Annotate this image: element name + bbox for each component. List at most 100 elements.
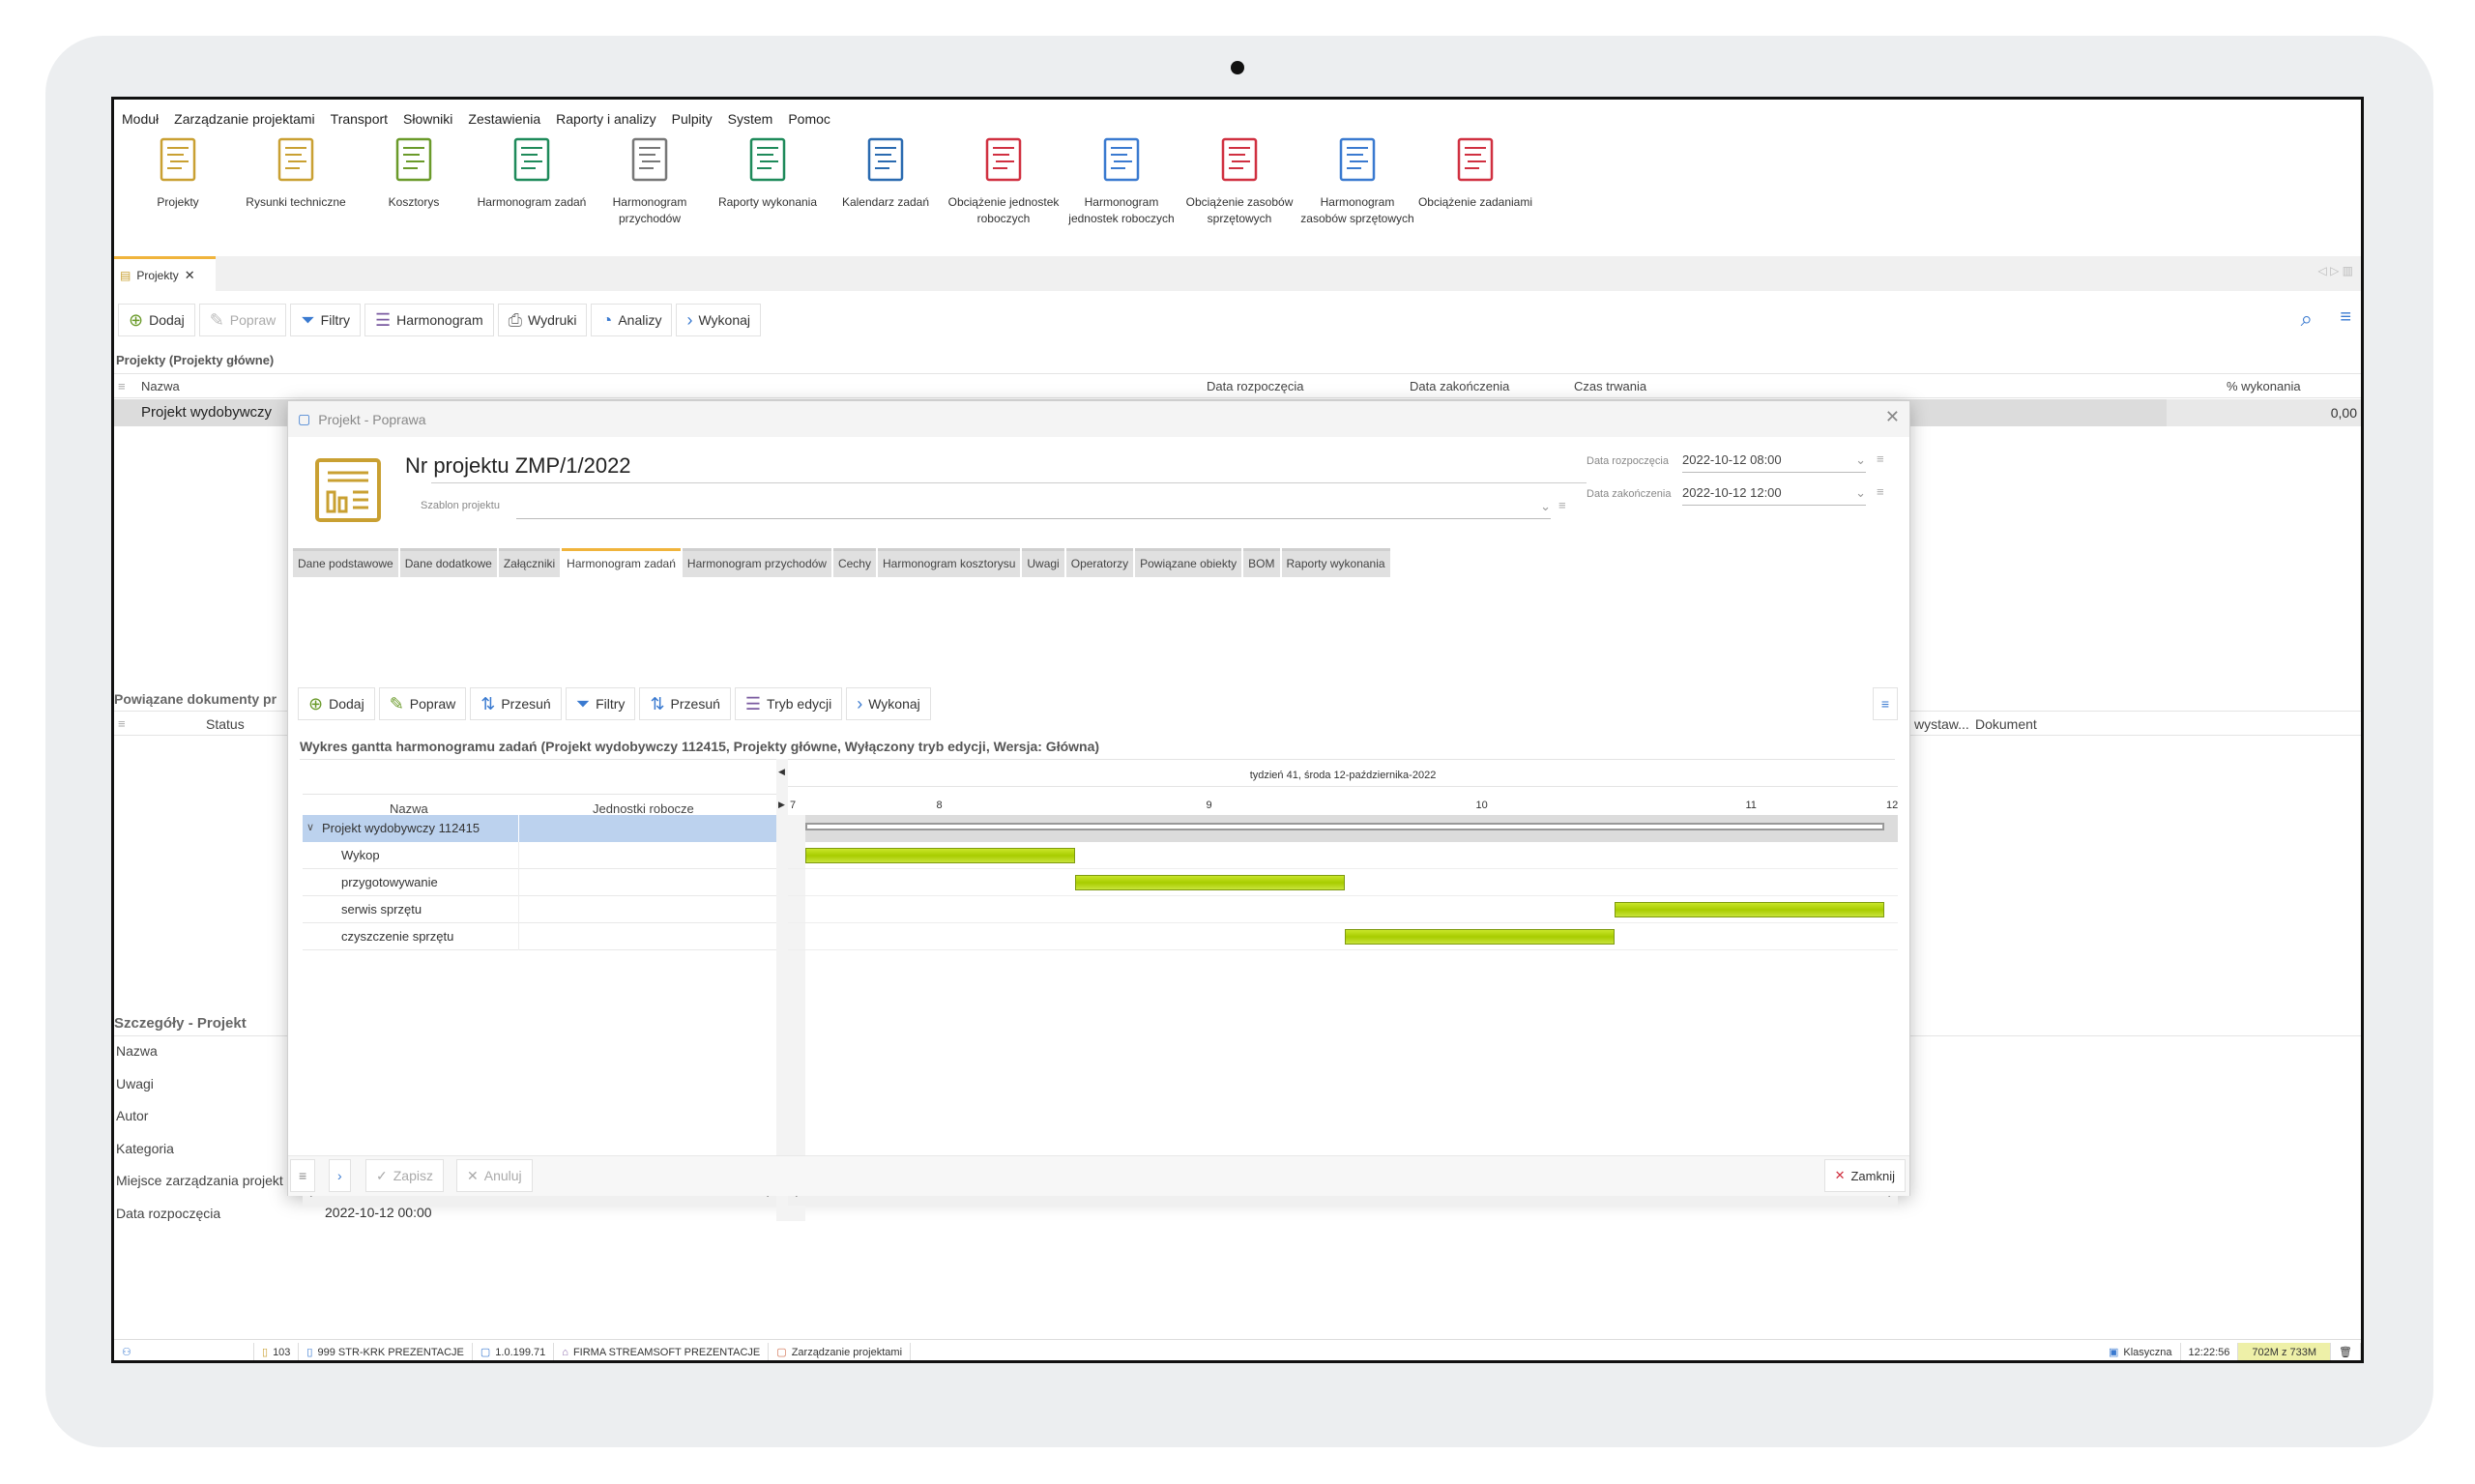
button-icon: › <box>857 694 863 713</box>
detail-start-value: 2022-10-12 00:00 <box>325 1205 432 1220</box>
col-document[interactable]: Dokument <box>1975 716 2037 732</box>
popraw-button[interactable]: ✎ Popraw <box>378 687 467 720</box>
menu-item[interactable]: Pomoc <box>788 111 830 127</box>
start-date-field[interactable]: 2022-10-12 08:00 ⌄ <box>1682 448 1866 473</box>
filtry-button[interactable]: ⏷ Filtry <box>290 304 361 336</box>
options-menu-button[interactable]: ≡ <box>1872 687 1898 720</box>
tab-5[interactable]: Cechy <box>832 548 876 577</box>
col-start[interactable]: Data rozpoczęcia <box>1207 379 1304 393</box>
tab-8[interactable]: Operatorzy <box>1065 548 1134 577</box>
tab-9[interactable]: Powiązane obiekty <box>1135 548 1242 577</box>
ribbon-label: Harmonogram przychodów <box>612 195 687 225</box>
ribbon-task-load[interactable]: Obciążenie zadaniami <box>1416 134 1534 227</box>
parent-summary-bar[interactable] <box>805 823 1884 830</box>
menu-item[interactable]: Słowniki <box>403 111 453 127</box>
ribbon-equipment-schedule[interactable]: Harmonogram zasobów sprzętowych <box>1298 134 1416 227</box>
tab-11[interactable]: Raporty wykonania <box>1281 548 1390 577</box>
tab-4[interactable]: Harmonogram przychodów <box>682 548 831 577</box>
detail-field-label: Autor <box>116 1108 149 1123</box>
tab-0[interactable]: Dane podstawowe <box>293 548 398 577</box>
col-end[interactable]: Data zakończenia <box>1410 379 1510 393</box>
template-label: Szablon projektu <box>421 500 500 511</box>
search-icon[interactable]: ⌕ <box>2300 306 2313 331</box>
parent-row[interactable]: ∨ Projekt wydobywczy 112415 <box>303 815 776 842</box>
menu-item[interactable]: Zarządzanie projektami <box>174 111 315 127</box>
menu-icon[interactable]: ≡ <box>1558 498 1566 512</box>
analizy-button[interactable]: ◔ Analizy <box>591 304 673 336</box>
ribbon-label: Kosztorys <box>388 195 440 209</box>
company-icon: ⌂ <box>562 1346 568 1358</box>
projects-icon <box>160 137 196 182</box>
task-row[interactable]: serwis sprzętu <box>303 896 776 923</box>
ribbon-worker-load[interactable]: Obciążenie jednostek roboczych <box>945 134 1063 227</box>
tab-3[interactable]: Harmonogram zadań <box>562 548 681 577</box>
ribbon-execution-report[interactable]: Raporty wykonania <box>709 134 827 227</box>
trash-icon[interactable]: 🗑 <box>2331 1342 2361 1360</box>
task-bar[interactable] <box>805 848 1075 863</box>
end-date-field[interactable]: 2022-10-12 12:00 ⌄ <box>1682 480 1866 506</box>
button-icon: ⊕ <box>129 310 144 330</box>
col-work-units[interactable]: Jednostki robocze <box>593 801 694 816</box>
close-dialog-icon[interactable]: ✕ <box>1884 407 1900 426</box>
template-select[interactable]: ⌄ <box>516 494 1551 519</box>
task-row[interactable]: czyszczenie sprzętu <box>303 923 776 950</box>
ribbon-cost-estimate[interactable]: Kosztorys <box>355 134 473 227</box>
tab-1[interactable]: Dane dodatkowe <box>399 548 497 577</box>
module-icon: ▢ <box>776 1346 787 1358</box>
menu-item[interactable]: Moduł <box>122 111 160 127</box>
col-duration[interactable]: Czas trwania <box>1574 379 1647 393</box>
popraw-button[interactable]: ✎ Popraw <box>198 304 287 336</box>
tab-projekty[interactable]: ▤ Projekty ✕ <box>114 256 216 291</box>
menu-button[interactable]: ≡ <box>290 1159 316 1192</box>
close-button[interactable]: ✕ Zamknij <box>1823 1159 1906 1192</box>
close-tab-icon[interactable]: ✕ <box>184 267 195 282</box>
task-bar[interactable] <box>1345 929 1615 945</box>
cancel-button[interactable]: ✕ Anuluj <box>456 1159 533 1192</box>
task-row[interactable]: przygotowywanie <box>303 869 776 896</box>
ribbon-task-schedule[interactable]: Harmonogram zadań <box>473 134 591 227</box>
tab-2[interactable]: Załączniki <box>498 548 561 577</box>
col-percent[interactable]: % wykonania <box>2227 379 2301 393</box>
tab-6[interactable]: Harmonogram kosztorysu <box>877 548 1021 577</box>
ribbon-projects[interactable]: Projekty <box>119 134 237 227</box>
menu-item[interactable]: Transport <box>330 111 389 127</box>
tab-scroll-icons[interactable]: ◁ ▷ ▥ <box>2317 264 2353 277</box>
menu-item[interactable]: System <box>727 111 773 127</box>
task-bar[interactable] <box>1075 875 1345 890</box>
wydruki-button[interactable]: ⎙ Wydruki <box>497 304 588 336</box>
task-bar[interactable] <box>1615 902 1884 917</box>
menu-item[interactable]: Pulpity <box>671 111 713 127</box>
przesun-button[interactable]: ⇅ Przesuń <box>470 687 562 720</box>
menu-item[interactable]: Zestawienia <box>468 111 541 127</box>
ribbon-technical-drawing[interactable]: Rysunki techniczne <box>237 134 355 227</box>
dodaj-button[interactable]: ⊕ Dodaj <box>298 687 375 720</box>
tab-7[interactable]: Uwagi <box>1022 548 1064 577</box>
ribbon-worker-schedule[interactable]: Harmonogram jednostek roboczych <box>1063 134 1180 227</box>
wykonaj-button[interactable]: › Wykonaj <box>846 687 931 720</box>
end-label: Data zakończenia <box>1587 488 1672 500</box>
menu-item[interactable]: Raporty i analizy <box>556 111 656 127</box>
splitter[interactable]: ◀ ▶ <box>776 759 788 1221</box>
ribbon-revenue-schedule[interactable]: Harmonogram przychodów <box>591 134 709 227</box>
wykonaj-button[interactable]: › Wykonaj <box>676 304 762 336</box>
menu-icon[interactable]: ≡ <box>1877 484 1884 499</box>
ribbon-equipment-load[interactable]: Obciążenie zasobów sprzętowych <box>1180 134 1298 227</box>
harmonogram-button[interactable]: ☰ Harmonogram <box>364 304 494 336</box>
menu-icon[interactable]: ≡ <box>2340 306 2351 328</box>
menu-icon[interactable]: ≡ <box>1877 451 1884 466</box>
tryb-edycji-button[interactable]: ☰ Tryb edycji <box>734 687 843 720</box>
button-icon: ☰ <box>744 694 762 713</box>
filtry-button[interactable]: ⏷ Filtry <box>565 687 636 720</box>
ribbon-task-calendar[interactable]: Kalendarz zadań <box>827 134 945 227</box>
dodaj-button[interactable]: ⊕ Dodaj <box>118 304 195 336</box>
przesun-button[interactable]: ⇅ Przesuń <box>639 687 731 720</box>
col-status[interactable]: Status <box>206 716 245 732</box>
col-task-name[interactable]: Nazwa <box>390 801 428 816</box>
next-button[interactable]: › <box>329 1159 351 1192</box>
task-row[interactable]: Wykop <box>303 842 776 869</box>
tab-10[interactable]: BOM <box>1243 548 1280 577</box>
save-button[interactable]: ✓ Zapisz <box>365 1159 444 1192</box>
col-issued[interactable]: wystaw... <box>1914 716 1969 732</box>
hour-tick-label: 9 <box>1206 800 1212 811</box>
col-nazwa[interactable]: Nazwa <box>141 379 180 393</box>
